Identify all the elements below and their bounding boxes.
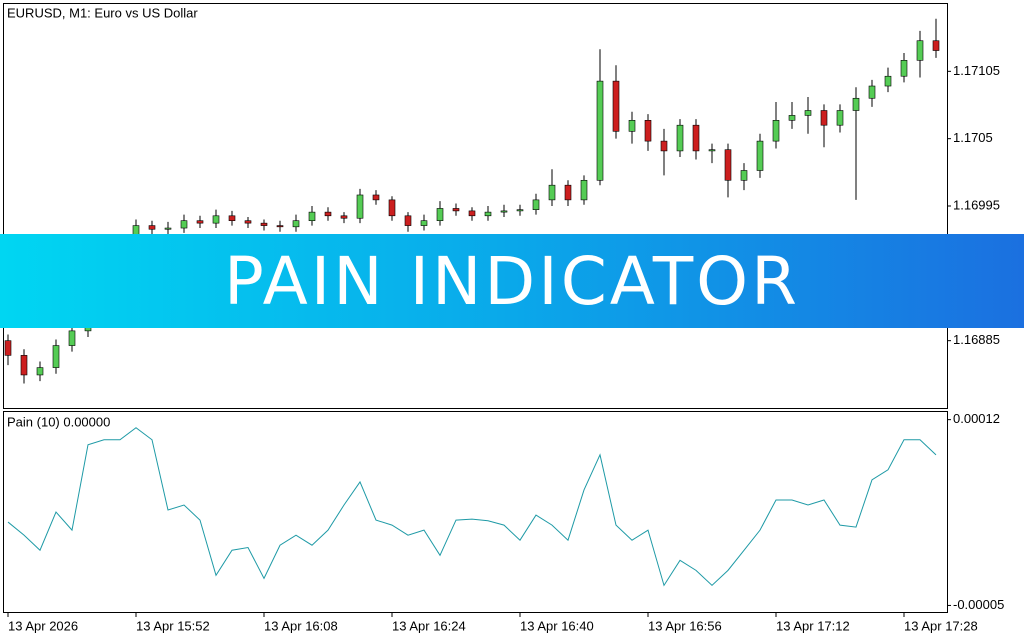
candle-body <box>516 209 524 212</box>
candle-body <box>676 124 684 152</box>
indicator-title: Pain (10) 0.00000 <box>7 414 110 429</box>
candle-body <box>932 40 940 51</box>
candle-body <box>708 149 716 152</box>
x-tick-label: 13 Apr 16:56 <box>648 618 722 633</box>
candle-body <box>260 222 268 226</box>
candle-body <box>340 215 348 219</box>
y-tick-label: 1.16995 <box>953 197 1000 212</box>
candle-body <box>852 97 860 111</box>
x-tick-label: 13 Apr 16:08 <box>264 618 338 633</box>
candle-body <box>500 210 508 213</box>
candle-body <box>532 199 540 210</box>
main-panel <box>3 3 948 409</box>
candle-body <box>420 220 428 226</box>
candle-body <box>308 211 316 221</box>
candle-body <box>756 140 764 171</box>
candle-body <box>388 199 396 217</box>
candle-body <box>900 60 908 77</box>
y-tick-label: 1.17105 <box>953 63 1000 78</box>
candle-body <box>148 225 156 230</box>
candle-body <box>36 367 44 376</box>
candle-body <box>836 110 844 126</box>
candle-body <box>804 110 812 116</box>
candle-body <box>212 215 220 224</box>
candle-body <box>868 85 876 99</box>
y-tick-label: 1.16885 <box>953 332 1000 347</box>
candle-body <box>68 330 76 346</box>
candle-body <box>484 211 492 217</box>
y-tick-label: 0.00012 <box>953 411 1000 426</box>
candle-body <box>228 215 236 221</box>
banner: PAIN INDICATOR <box>0 234 1024 328</box>
candle-body <box>740 170 748 181</box>
candle-body <box>292 220 300 228</box>
candle-body <box>372 194 380 201</box>
candle-body <box>4 340 12 356</box>
x-tick-label: 13 Apr 17:28 <box>904 618 978 633</box>
candle-body <box>916 40 924 61</box>
y-tick-label: 1.1705 <box>953 130 993 145</box>
x-tick-label: 13 Apr 16:24 <box>392 618 466 633</box>
candle-body <box>52 345 60 368</box>
candle-body <box>196 220 204 224</box>
candle-body <box>276 225 284 228</box>
candle-body <box>548 184 556 201</box>
candle-body <box>404 215 412 226</box>
candle-body <box>180 220 188 229</box>
candle-body <box>356 194 364 219</box>
indicator-panel <box>3 411 948 613</box>
candle-body <box>436 208 444 221</box>
candle-body <box>164 227 172 230</box>
candle-body <box>564 184 572 201</box>
candle-body <box>468 210 476 217</box>
indicator-line <box>7 427 937 587</box>
candle-body <box>692 124 700 152</box>
candle-body <box>324 211 332 217</box>
candle-body <box>772 120 780 142</box>
candle-body <box>612 80 620 132</box>
candle-body <box>580 179 588 201</box>
candle-body <box>820 110 828 126</box>
candle-body <box>724 149 732 181</box>
candle-body <box>452 208 460 212</box>
candle-body <box>20 355 28 376</box>
candle-body <box>628 120 636 132</box>
candle-body <box>788 115 796 121</box>
x-tick-label: 13 Apr 15:52 <box>136 618 210 633</box>
candle-body <box>596 80 604 181</box>
y-tick-label: -0.00005 <box>953 597 1004 612</box>
candle-body <box>644 120 652 142</box>
chart-title: EURUSD, M1: Euro vs US Dollar <box>7 5 198 20</box>
candle-body <box>884 75 892 87</box>
x-tick-label: 13 Apr 16:40 <box>520 618 594 633</box>
x-tick-label: 13 Apr 17:12 <box>776 618 850 633</box>
candle-body <box>660 140 668 152</box>
x-tick-label: 13 Apr 2026 <box>8 618 78 633</box>
candle-body <box>244 220 252 224</box>
banner-text: PAIN INDICATOR <box>224 242 800 320</box>
